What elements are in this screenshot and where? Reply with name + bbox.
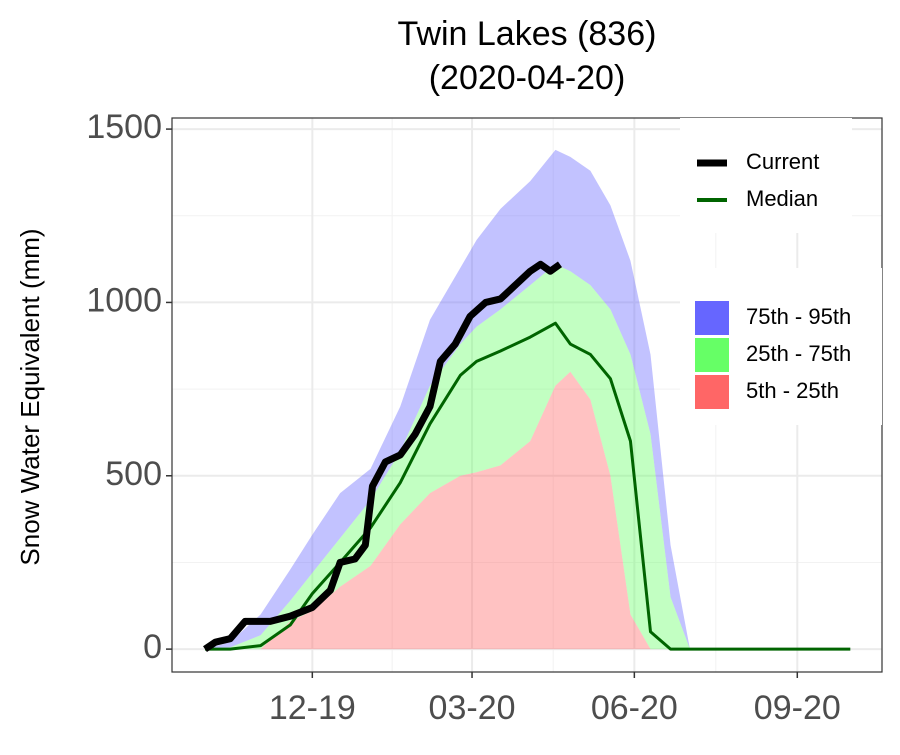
band-area [204, 149, 851, 650]
line-series [203, 260, 563, 653]
y-tick-label: 1000 [86, 281, 162, 319]
legend-key [695, 375, 729, 409]
y-tick-label: 1500 [86, 108, 162, 146]
chart-title: Twin Lakes (836) [398, 15, 657, 53]
y-tick-label: 0 [143, 628, 162, 666]
line-series [204, 321, 851, 651]
band-area [204, 264, 851, 650]
legend-key [695, 301, 729, 335]
legend-label: 75th - 95th [746, 304, 851, 329]
legend-label: 5th - 25th [746, 378, 839, 403]
band-area [204, 371, 851, 650]
legend-key [695, 338, 729, 372]
x-tick-label: 12-19 [269, 689, 356, 727]
y-axis-label: Snow Water Equivalent (mm) [15, 228, 45, 565]
x-tick-label: 06-20 [591, 689, 678, 727]
legend-label: Median [746, 186, 818, 211]
legend-label: 25th - 75th [746, 341, 851, 366]
legend-box [680, 118, 852, 233]
y-tick-label: 500 [105, 455, 162, 493]
x-tick-label: 03-20 [429, 689, 516, 727]
chart-subtitle: (2020-04-20) [429, 59, 626, 97]
x-tick-label: 09-20 [754, 689, 841, 727]
legend-label: Current [746, 149, 819, 174]
